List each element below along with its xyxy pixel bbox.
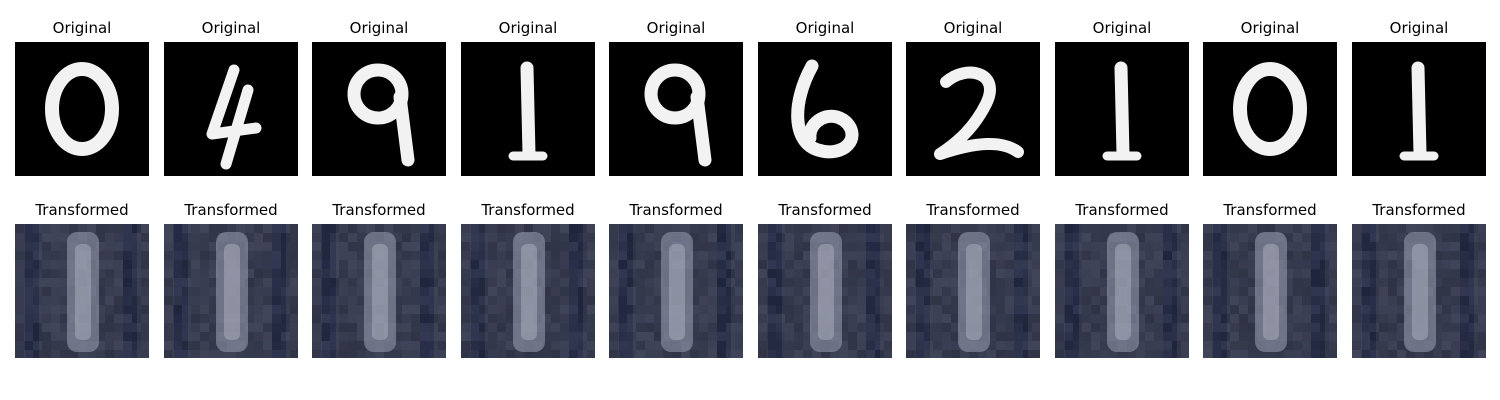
original-image xyxy=(609,42,743,176)
original-panel-title: Original xyxy=(795,19,855,37)
original-image xyxy=(1352,42,1486,176)
original-panel-8: Original xyxy=(1055,14,1189,176)
transformed-image xyxy=(312,224,446,358)
original-panel-title: Original xyxy=(498,19,558,37)
original-panel-10: Original xyxy=(1352,14,1486,176)
transformed-image xyxy=(164,224,298,358)
original-image xyxy=(15,42,149,176)
original-image xyxy=(758,42,892,176)
transformed-image xyxy=(461,224,595,358)
transformed-panel-title: Transformed xyxy=(629,201,723,219)
original-image xyxy=(312,42,446,176)
transformed-panel-title: Transformed xyxy=(1223,201,1317,219)
transformed-image xyxy=(15,224,149,358)
transformed-image xyxy=(1352,224,1486,358)
transformed-panel-title: Transformed xyxy=(481,201,575,219)
original-panel-9: Original xyxy=(1203,14,1337,176)
transformed-panel-2: Transformed xyxy=(164,196,298,358)
original-panel-2: Original xyxy=(164,14,298,176)
original-image xyxy=(906,42,1040,176)
transformed-panel-title: Transformed xyxy=(35,201,129,219)
transformed-panel-3: Transformed xyxy=(312,196,446,358)
original-panel-title: Original xyxy=(201,19,261,37)
original-image xyxy=(164,42,298,176)
original-panel-title: Original xyxy=(943,19,1003,37)
original-panel-1: Original xyxy=(15,14,149,176)
original-image xyxy=(461,42,595,176)
transformed-panel-7: Transformed xyxy=(906,196,1040,358)
original-panel-title: Original xyxy=(349,19,409,37)
original-panel-title: Original xyxy=(1092,19,1152,37)
transformed-panel-10: Transformed xyxy=(1352,196,1486,358)
transformed-panel-title: Transformed xyxy=(778,201,872,219)
transformed-panel-title: Transformed xyxy=(332,201,426,219)
transformed-image xyxy=(609,224,743,358)
transformed-panel-title: Transformed xyxy=(1075,201,1169,219)
original-panel-title: Original xyxy=(1240,19,1300,37)
original-panel-title: Original xyxy=(646,19,706,37)
original-panel-5: Original xyxy=(609,14,743,176)
transformed-panel-title: Transformed xyxy=(926,201,1020,219)
transformed-row: Transformed Transformed Transformed Transfo… xyxy=(0,196,1500,358)
original-panel-title: Original xyxy=(1389,19,1449,37)
original-image xyxy=(1055,42,1189,176)
original-panel-6: Original xyxy=(758,14,892,176)
transformed-panel-title: Transformed xyxy=(1372,201,1466,219)
transformed-image xyxy=(906,224,1040,358)
transformed-image xyxy=(1203,224,1337,358)
transformed-panel-4: Transformed xyxy=(461,196,595,358)
original-panel-3: Original xyxy=(312,14,446,176)
original-panel-4: Original xyxy=(461,14,595,176)
transformed-panel-title: Transformed xyxy=(184,201,278,219)
transformed-panel-6: Transformed xyxy=(758,196,892,358)
transformed-image xyxy=(1055,224,1189,358)
transformed-panel-8: Transformed xyxy=(1055,196,1189,358)
original-image xyxy=(1203,42,1337,176)
transformed-panel-1: Transformed xyxy=(15,196,149,358)
transformed-panel-5: Transformed xyxy=(609,196,743,358)
transformed-panel-9: Transformed xyxy=(1203,196,1337,358)
original-row: Original Original Original Original Original… xyxy=(0,14,1500,176)
original-panel-title: Original xyxy=(52,19,112,37)
original-panel-7: Original xyxy=(906,14,1040,176)
transformed-image xyxy=(758,224,892,358)
